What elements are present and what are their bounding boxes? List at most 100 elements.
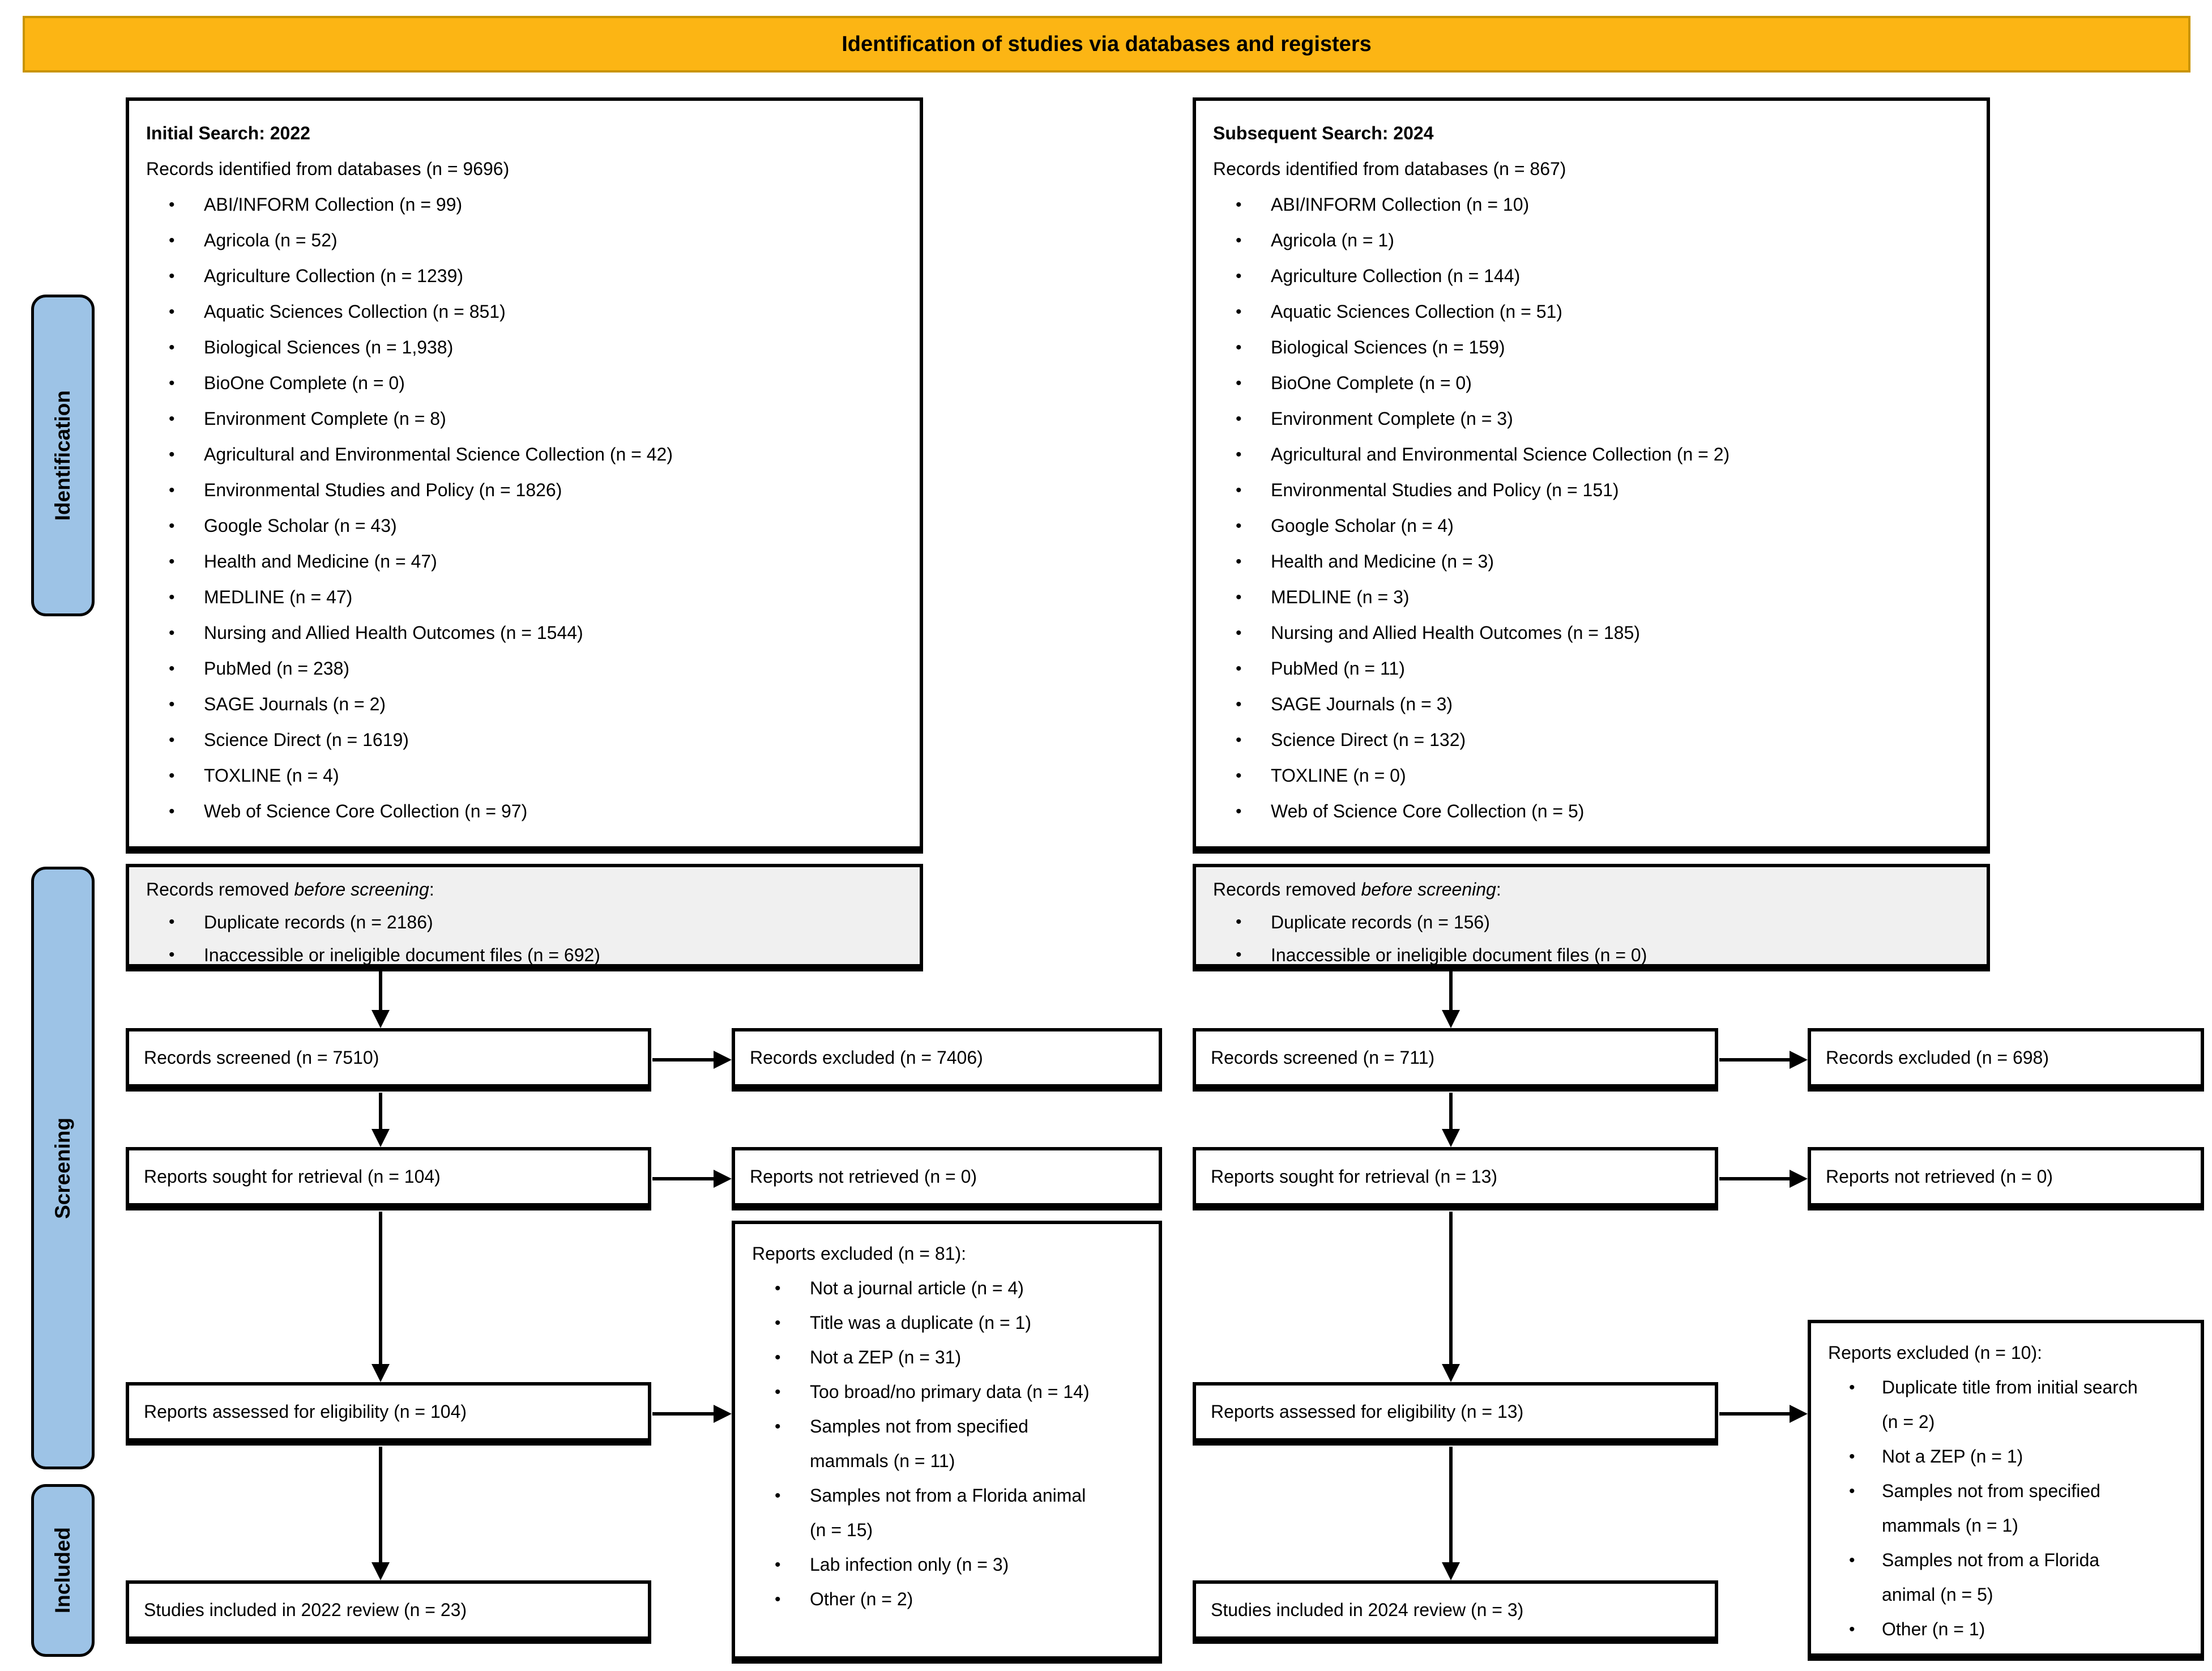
removed-list-item: Duplicate records (n = 2186) [169,906,903,939]
database-list-item: Nursing and Allied Health Outcomes (n = … [1236,615,1970,651]
arrow-line [652,1177,715,1180]
records-removed-2022-box: Records removed before screening: Duplic… [126,864,923,971]
stage-label-screening: Screening [31,867,95,1469]
reports-excluded-2022-list: Not a journal article (n = 4)Title was a… [752,1271,1159,1617]
excluded-reason-item: Other (n = 2) [775,1582,1092,1617]
records-screened-2022-box: Records screened (n = 7510) [126,1028,651,1092]
database-list-item: ABI/INFORM Collection (n = 10) [1236,187,1970,223]
reports-sought-2024-box: Reports sought for retrieval (n = 13) [1193,1147,1718,1210]
arrow-line [379,1093,382,1129]
excluded-reason-item: Samples not from a Florida animal (n = 1… [775,1478,1092,1548]
arrow-right-icon [1790,1405,1808,1423]
records-excluded-2022-box: Records excluded (n = 7406) [732,1028,1162,1092]
excluded-reason-item: Lab infection only (n = 3) [775,1548,1092,1582]
stage-label-text: Included [51,1527,74,1614]
database-list-item: TOXLINE (n = 0) [1236,758,1970,794]
excluded-reason-item: Other (n = 1) [1849,1612,2149,1647]
database-list-item: Science Direct (n = 1619) [169,722,903,758]
reports-sought-2022-text: Reports sought for retrieval (n = 104) [144,1166,441,1187]
database-list-item: Agriculture Collection (n = 1239) [169,258,903,294]
studies-included-2024-text: Studies included in 2024 review (n = 3) [1211,1600,1524,1620]
reports-excluded-2024-list: Duplicate title from initial search (n =… [1828,1370,2201,1647]
stage-label-included: Included [31,1484,95,1657]
database-list-item: Science Direct (n = 132) [1236,722,1970,758]
records-excluded-2024-box: Records excluded (n = 698) [1808,1028,2204,1092]
excluded-reason-item: Too broad/no primary data (n = 14) [775,1375,1092,1409]
database-list-item: Agricola (n = 1) [1236,223,1970,258]
reports-excluded-2024-box: Reports excluded (n = 10): Duplicate tit… [1808,1320,2204,1661]
database-list-item: Environmental Studies and Policy (n = 15… [1236,472,1970,508]
records-removed-2022-title: Records removed before screening: [146,879,434,900]
database-list-item: Aquatic Sciences Collection (n = 51) [1236,294,1970,330]
excluded-reason-item: Samples not from specified mammals (n = … [1849,1474,2149,1543]
arrow-right-icon [1790,1051,1808,1069]
database-list-2022: ABI/INFORM Collection (n = 99)Agricola (… [146,187,903,829]
arrow-line [1449,1447,1453,1563]
database-list-item: Google Scholar (n = 4) [1236,508,1970,544]
arrow-line [652,1058,715,1062]
arrow-line [1449,1093,1453,1129]
database-list-item: ABI/INFORM Collection (n = 99) [169,187,903,223]
database-list-item: TOXLINE (n = 4) [169,758,903,794]
arrow-down-icon [1442,1364,1460,1382]
database-list-item: SAGE Journals (n = 2) [169,687,903,722]
excluded-reason-item: Not a ZEP (n = 31) [775,1340,1092,1375]
arrow-line [1449,1212,1453,1365]
database-list-item: Biological Sciences (n = 159) [1236,330,1970,365]
database-list-item: Health and Medicine (n = 47) [169,544,903,579]
arrow-right-icon [714,1170,732,1188]
arrow-line [652,1412,715,1416]
excluded-reason-item: Not a journal article (n = 4) [775,1271,1092,1306]
diagram-title-banner: Identification of studies via databases … [23,16,2190,73]
arrow-right-icon [714,1405,732,1423]
studies-included-2022-box: Studies included in 2022 review (n = 23) [126,1580,651,1644]
database-list-item: Environment Complete (n = 3) [1236,401,1970,437]
arrow-down-icon [371,1010,390,1028]
diagram-title: Identification of studies via databases … [842,32,1372,56]
database-list-item: Google Scholar (n = 43) [169,508,903,544]
reports-not-retrieved-2022-box: Reports not retrieved (n = 0) [732,1147,1162,1210]
database-list-item: Web of Science Core Collection (n = 5) [1236,794,1970,829]
records-identified-2024-box: Subsequent Search: 2024 Records identifi… [1193,97,1990,854]
reports-excluded-2024-title: Reports excluded (n = 10): [1828,1342,2042,1363]
arrow-line [1719,1177,1790,1180]
arrow-down-icon [371,1364,390,1382]
database-list-item: Environment Complete (n = 8) [169,401,903,437]
database-list-item: SAGE Journals (n = 3) [1236,687,1970,722]
records-excluded-2022-text: Records excluded (n = 7406) [750,1047,983,1068]
database-list-item: BioOne Complete (n = 0) [169,365,903,401]
reports-assessed-2022-box: Reports assessed for eligibility (n = 10… [126,1382,651,1446]
reports-excluded-2022-box: Reports excluded (n = 81): Not a journal… [732,1221,1162,1664]
database-list-item: MEDLINE (n = 47) [169,579,903,615]
records-identified-2022-subtitle: Records identified from databases (n = 9… [146,159,510,179]
database-list-item: MEDLINE (n = 3) [1236,579,1970,615]
database-list-item: Health and Medicine (n = 3) [1236,544,1970,579]
arrow-down-icon [371,1129,390,1147]
records-removed-2024-list: Duplicate records (n = 156)Inaccessible … [1213,906,1970,971]
records-identified-2022-box: Initial Search: 2022 Records identified … [126,97,923,854]
stage-label-identification: Identification [31,295,95,616]
arrow-down-icon [371,1562,390,1580]
records-screened-2024-text: Records screened (n = 711) [1211,1047,1435,1068]
database-list-item: Agriculture Collection (n = 144) [1236,258,1970,294]
excluded-reason-item: Samples not from specified mammals (n = … [775,1409,1092,1478]
search-title-2024: Subsequent Search: 2024 [1213,123,1434,143]
arrow-line [1719,1058,1790,1062]
database-list-item: BioOne Complete (n = 0) [1236,365,1970,401]
arrow-line [1449,970,1453,1011]
database-list-item: Environmental Studies and Policy (n = 18… [169,472,903,508]
studies-included-2022-text: Studies included in 2022 review (n = 23) [144,1600,467,1620]
arrow-line [379,970,382,1011]
reports-not-retrieved-2022-text: Reports not retrieved (n = 0) [750,1166,977,1187]
arrow-line [1719,1412,1790,1416]
search-title-2022: Initial Search: 2022 [146,123,310,143]
excluded-reason-item: Duplicate title from initial search (n =… [1849,1370,2149,1439]
arrow-down-icon [1442,1129,1460,1147]
database-list-item: Nursing and Allied Health Outcomes (n = … [169,615,903,651]
records-removed-2024-box: Records removed before screening: Duplic… [1193,864,1990,971]
arrow-line [379,1447,382,1563]
records-removed-2024-title: Records removed before screening: [1213,879,1501,900]
database-list-item: Agricola (n = 52) [169,223,903,258]
reports-assessed-2022-text: Reports assessed for eligibility (n = 10… [144,1401,467,1422]
arrow-line [379,1212,382,1365]
